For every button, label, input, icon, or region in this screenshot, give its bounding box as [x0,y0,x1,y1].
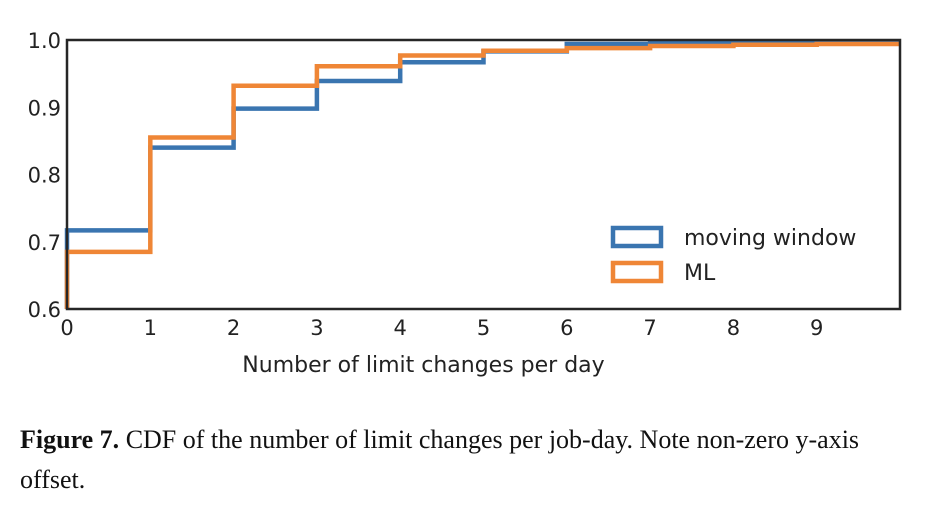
y-tick-label: 0.9 [28,96,61,120]
x-tick-label: 9 [810,316,823,340]
x-tick-label: 0 [60,316,73,340]
caption-label: Figure 7. [20,425,120,454]
series-line-ml [64,41,900,309]
y-tick-label: 1.0 [28,29,61,53]
x-tick-label: 6 [560,316,573,340]
x-tick-label: 1 [144,316,157,340]
x-tick-label: 4 [394,316,407,340]
legend-swatch [610,225,664,249]
x-tick-label: 8 [727,316,740,340]
x-tick-label: 5 [477,316,490,340]
legend-swatch [610,260,664,284]
y-tick-label: 0.7 [28,231,61,255]
cdf-chart: 0 1 2 3 4 5 6 7 8 9 0.6 0.7 0.8 0.9 1.0 Number of limit… [28,29,902,378]
caption-text: CDF of the number of limit changes per j… [20,425,860,494]
y-tick-label: 0.8 [28,164,61,188]
x-tick-label: 7 [643,316,656,340]
legend-label: moving window [684,226,856,251]
figure-caption: Figure 7. CDF of the number of limit cha… [20,420,920,500]
legend-label: ML [684,261,716,286]
x-axis-label: Number of limit changes per day [242,353,604,378]
y-tick-label: 0.6 [28,298,61,322]
plot-frame [65,38,902,311]
series-line-moving-window [64,39,900,309]
x-tick-label: 2 [227,316,240,340]
x-tick-label: 3 [310,316,323,340]
